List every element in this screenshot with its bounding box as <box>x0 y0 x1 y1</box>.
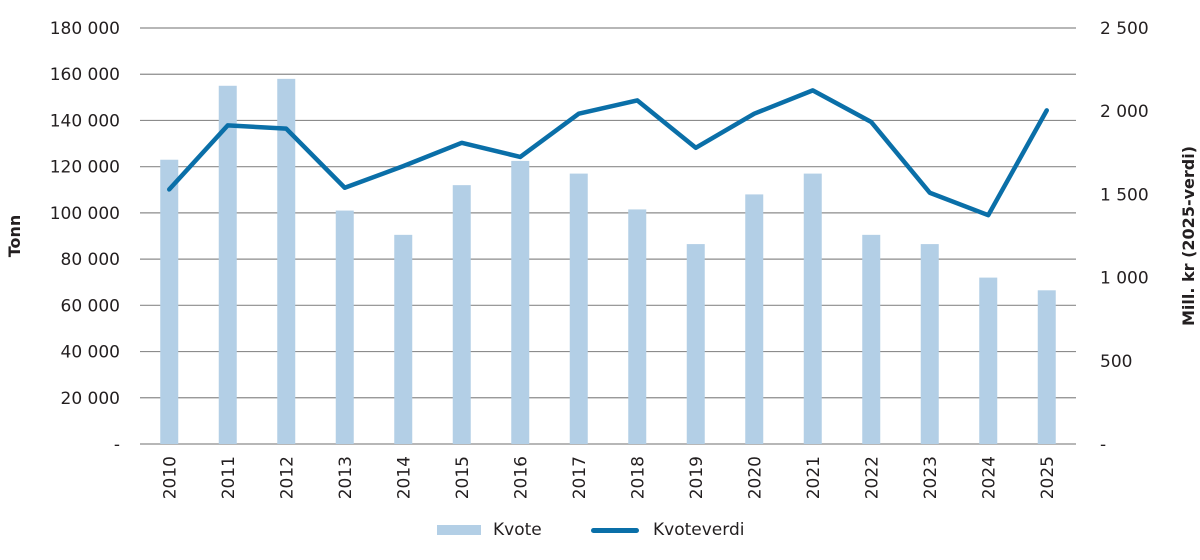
bar-2011 <box>218 85 237 445</box>
left-tick-label: 140 000 <box>50 111 120 131</box>
line-series-kvoteverdi <box>167 88 1049 218</box>
left-tick-label: 60 000 <box>61 296 120 316</box>
left-tick-label: 120 000 <box>50 158 120 178</box>
x-tick-label: 2016 <box>511 456 531 499</box>
bar-2025 <box>1037 290 1056 444</box>
x-tick-label: 2020 <box>745 456 765 499</box>
legend: Kvote Kvoteverdi <box>0 520 1200 550</box>
right-tick-label: 1 500 <box>1100 185 1149 205</box>
bar-2024 <box>979 277 998 444</box>
bar-2017 <box>569 173 588 444</box>
x-tick-label: 2015 <box>453 456 473 499</box>
x-tick-label: 2022 <box>862 456 882 499</box>
right-axis-ticks: - 500 1 000 1 500 2 000 2 500 <box>1100 19 1149 455</box>
bar-2010 <box>160 159 179 444</box>
legend-item-kvote: Kvote <box>437 520 542 540</box>
x-tick-label: 2025 <box>1038 456 1058 499</box>
line-swatch-icon <box>591 527 639 533</box>
x-tick-label: 2011 <box>219 456 239 499</box>
right-tick-label: 2 500 <box>1100 19 1149 39</box>
x-tick-label: 2024 <box>979 456 999 499</box>
bar-2019 <box>686 244 705 444</box>
x-tick-label: 2013 <box>336 456 356 499</box>
left-tick-label: 160 000 <box>50 65 120 85</box>
right-axis-title: Mill. kr (2025-verdi) <box>1179 146 1198 326</box>
bar-swatch-icon <box>437 525 481 535</box>
bar-2012 <box>277 78 296 444</box>
left-tick-label: 100 000 <box>50 204 120 224</box>
left-tick-label: 80 000 <box>61 250 120 270</box>
gridlines <box>140 27 1076 445</box>
left-tick-label: - <box>114 435 120 455</box>
x-tick-label: 2018 <box>628 456 648 499</box>
bar-2021 <box>803 173 822 444</box>
x-tick-label: 2012 <box>277 456 297 499</box>
legend-label-kvote: Kvote <box>493 520 542 540</box>
bar-2022 <box>862 234 881 444</box>
x-tick-label: 2021 <box>804 456 824 499</box>
bar-2015 <box>452 185 471 444</box>
x-tick-label: 2010 <box>160 456 180 499</box>
right-tick-label: 500 <box>1100 352 1132 372</box>
bar-2014 <box>394 234 413 444</box>
legend-label-kvoteverdi: Kvoteverdi <box>653 520 745 540</box>
x-tick-label: 2014 <box>394 456 414 499</box>
bar-series-kvote <box>160 78 1056 445</box>
right-tick-label: 1 000 <box>1100 269 1149 289</box>
left-tick-label: 180 000 <box>50 19 120 39</box>
left-tick-label: 40 000 <box>61 343 120 363</box>
right-tick-label: 2 000 <box>1100 102 1149 122</box>
bar-2023 <box>920 244 939 444</box>
left-axis-title: Tonn <box>5 215 24 258</box>
x-axis-ticks: 2010 2011 2012 2013 2014 2015 2016 2017 2018 2019… <box>160 456 1058 499</box>
left-axis-ticks: - 20 000 40 000 60 000 80 000 100 000 120 000 1… <box>50 19 120 455</box>
bar-2013 <box>335 210 354 444</box>
bar-2020 <box>745 194 764 444</box>
x-tick-label: 2019 <box>687 456 707 499</box>
x-tick-label: 2017 <box>570 456 590 499</box>
left-tick-label: 20 000 <box>61 389 120 409</box>
right-tick-label: - <box>1100 435 1106 455</box>
kvoteverdi-line <box>167 88 1049 218</box>
x-tick-label: 2023 <box>921 456 941 499</box>
bar-2016 <box>511 160 530 444</box>
legend-item-kvoteverdi: Kvoteverdi <box>591 520 744 540</box>
bar-2018 <box>628 209 647 444</box>
